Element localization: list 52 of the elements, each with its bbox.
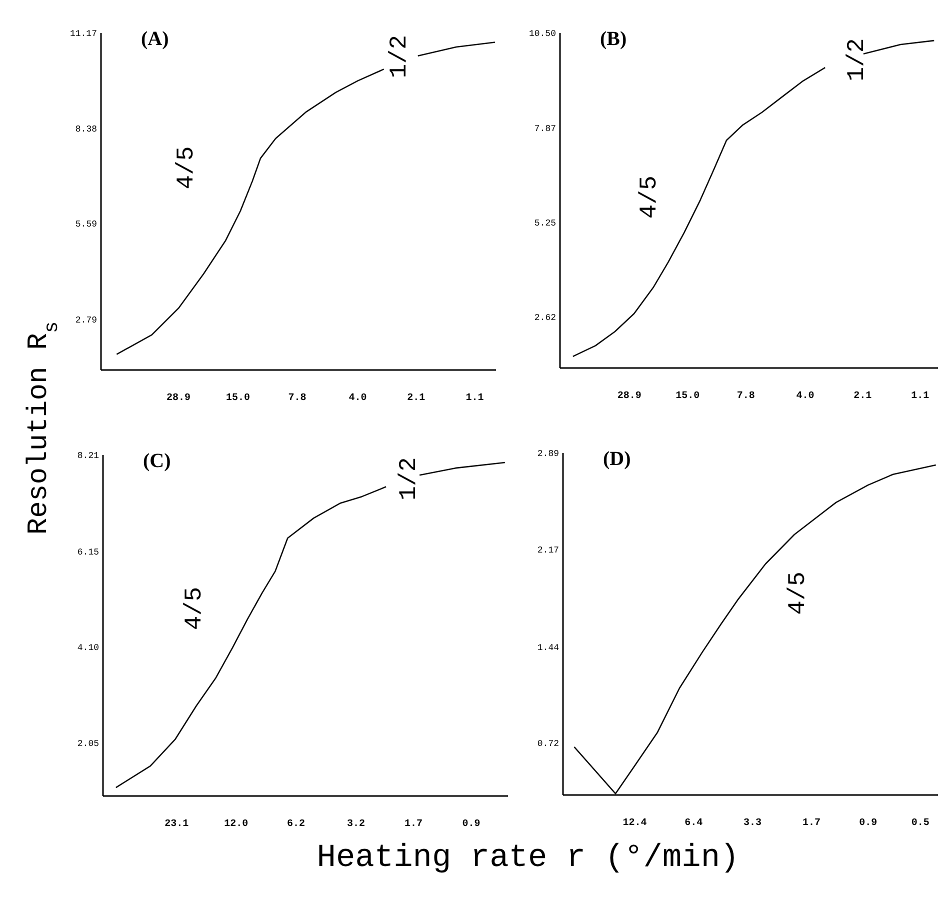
annotation: 1/2: [386, 34, 414, 78]
y-tick-label: 5.25: [534, 218, 556, 228]
x-tick-label: 15.0: [226, 393, 250, 404]
annotation: 1/2: [844, 38, 872, 82]
x-tick-label: 15.0: [676, 391, 700, 402]
y-tick-label: 11.17: [70, 29, 97, 40]
x-tick-label: 12.0: [224, 819, 248, 830]
y-tick-label: 2.79: [75, 315, 97, 326]
x-tick-label: 1.7: [802, 818, 821, 829]
x-tick-label: 28.9: [166, 393, 191, 404]
x-tick-label: 7.8: [736, 391, 755, 402]
annotation: 4/5: [182, 586, 208, 630]
x-tick-label: 3.2: [347, 819, 366, 830]
y-tick-label: 8.38: [75, 124, 97, 134]
x-axis-title: Heating rate r (°/min): [316, 839, 740, 876]
x-tick-label: 2.1: [407, 393, 426, 404]
y-tick-label: 0.72: [537, 739, 559, 750]
x-tick-label: 4.0: [796, 391, 814, 402]
x-tick-label: 3.3: [744, 818, 762, 829]
annotation: 4/5: [173, 146, 200, 190]
x-tick-label: 12.4: [622, 818, 647, 829]
x-tick-label: 0.5: [911, 818, 930, 829]
y-tick-label: 2.89: [537, 449, 559, 460]
y-tick-label: 4.10: [77, 643, 99, 654]
y-tick-label: 8.21: [77, 451, 99, 462]
annotation: 1/2: [396, 457, 424, 500]
y-tick-label: 5.59: [75, 220, 97, 230]
x-tick-label: 7.8: [288, 393, 306, 404]
x-tick-label: 1.7: [404, 819, 422, 830]
y-tick-label: 2.05: [77, 738, 99, 749]
x-tick-label: 2.1: [854, 391, 872, 402]
y-tick-label: 2.62: [534, 313, 556, 323]
y-tick-label: 6.15: [77, 547, 99, 558]
annotation: 4/5: [636, 176, 664, 219]
y-tick-label: 7.87: [534, 124, 556, 134]
x-tick-label: 0.9: [859, 818, 878, 829]
chart-title: (D): [603, 448, 631, 470]
chart-title: (A): [141, 28, 169, 50]
y-tick-label: 2.17: [537, 545, 559, 556]
chart-title: (B): [600, 28, 627, 50]
x-tick-label: 6.2: [287, 819, 306, 830]
x-tick-label: 6.4: [684, 818, 703, 829]
x-tick-label: 1.1: [466, 393, 484, 404]
annotation: 4/5: [784, 572, 812, 615]
y-tick-label: 1.44: [537, 642, 559, 653]
x-tick-label: 28.9: [617, 391, 642, 402]
chart-title: (C): [143, 450, 171, 472]
y-tick-label: 10.50: [528, 29, 556, 40]
x-tick-label: 23.1: [164, 819, 189, 830]
x-tick-label: 1.1: [911, 391, 930, 402]
x-tick-label: 4.0: [348, 393, 367, 404]
x-tick-label: 0.9: [462, 819, 480, 830]
